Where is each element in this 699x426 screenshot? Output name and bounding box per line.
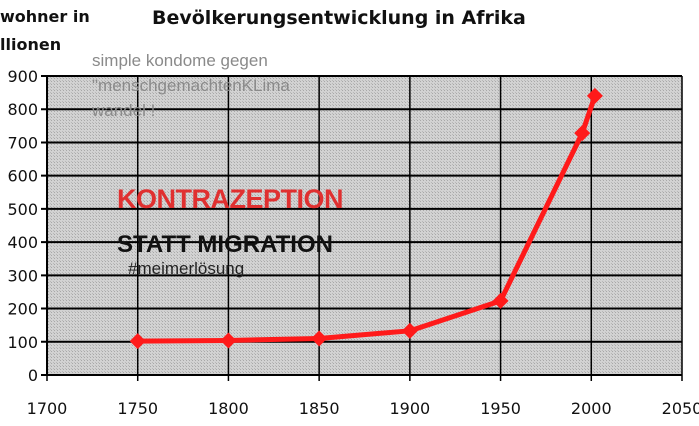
note-line-1: simple kondome gegen [92,51,268,70]
headline-annotation: KONTRAZEPTION [117,184,344,214]
data-point-marker [492,292,509,309]
data-point-marker [401,322,418,339]
data-point-marker [220,332,237,349]
y-tick-label: 100 [7,333,38,352]
y-tick-label: 0 [28,366,38,385]
y-axis-label-line-2: llionen [0,35,61,54]
data-point-marker [311,330,328,347]
y-tick-label: 200 [7,300,38,319]
data-point-marker [129,333,146,350]
x-tick-label: 2000 [571,399,612,418]
y-axis-label-line-1: wohner in [0,7,90,26]
data-point-marker [586,87,603,104]
note-line-3: wandel ! [92,101,156,120]
x-tick-label: 1700 [27,399,68,418]
x-tick-label: 1950 [480,399,521,418]
y-tick-label: 500 [7,200,38,219]
y-tick-label: 700 [7,133,38,152]
x-tick-label: 2050 [662,399,699,418]
note-annotation: simple kondome gegen "menschgemachtenKLi… [92,48,290,123]
y-tick-label: 400 [7,233,38,252]
y-tick-label: 900 [7,67,38,86]
x-tick-label: 1750 [117,399,158,418]
data-point-marker [574,125,591,142]
x-tick-label: 1850 [299,399,340,418]
x-tick-label: 1800 [208,399,249,418]
chart-title: Bevölkerungsentwicklung in Afrika [152,7,526,29]
plot-area [47,76,682,375]
y-tick-label: 300 [7,266,38,285]
subheadline-annotation: STATT MIGRATION [117,231,333,258]
note-line-2: "menschgemachtenKLima [92,76,290,95]
y-tick-label: 600 [7,167,38,186]
hashtag-annotation: #meimerlösung [128,259,245,278]
x-tick-label: 1900 [389,399,430,418]
y-tick-label: 800 [7,100,38,119]
